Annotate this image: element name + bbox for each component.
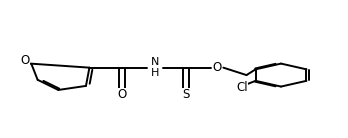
Text: O: O <box>118 88 127 101</box>
Text: O: O <box>20 54 29 67</box>
Text: O: O <box>213 61 222 74</box>
Text: Cl: Cl <box>236 81 248 94</box>
Text: N
H: N H <box>151 57 159 78</box>
Text: S: S <box>182 88 190 101</box>
